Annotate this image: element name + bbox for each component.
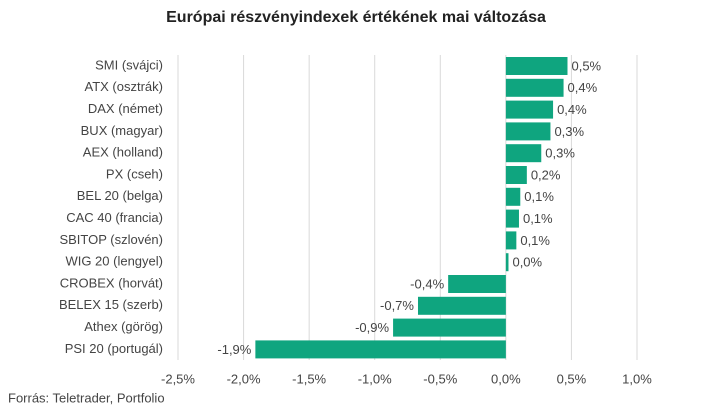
bar bbox=[448, 275, 506, 293]
value-label: 0,5% bbox=[571, 58, 601, 73]
bar bbox=[255, 340, 506, 359]
y-tick-label: BUX (magyar) bbox=[81, 123, 163, 138]
value-label: 0,4% bbox=[568, 80, 598, 95]
bar bbox=[417, 296, 506, 315]
value-label: 0,3% bbox=[554, 124, 584, 139]
value-label: 0,1% bbox=[523, 211, 553, 226]
y-tick-label: SBITOP (szlovén) bbox=[59, 232, 163, 247]
y-tick-label: SMI (svájci) bbox=[95, 57, 163, 72]
bar bbox=[505, 166, 527, 184]
value-label: 0,1% bbox=[520, 233, 550, 248]
bar bbox=[505, 100, 554, 119]
x-tick-label: 0,5% bbox=[557, 371, 587, 386]
value-label: -0,9% bbox=[355, 320, 389, 335]
y-tick-label: PX (cseh) bbox=[106, 166, 163, 181]
value-label: -0,7% bbox=[380, 298, 414, 313]
value-label: 0,3% bbox=[545, 146, 575, 161]
bar bbox=[505, 57, 568, 75]
bar bbox=[505, 122, 551, 141]
x-tick-label: -2,0% bbox=[227, 371, 261, 386]
y-tick-label: CROBEX (horvát) bbox=[60, 275, 163, 290]
y-tick-label: CAC 40 (francia) bbox=[66, 210, 163, 225]
value-label: -0,4% bbox=[410, 276, 444, 291]
bar bbox=[505, 253, 509, 272]
value-label: 0,4% bbox=[557, 102, 587, 117]
value-label: 0,0% bbox=[512, 255, 542, 270]
bar bbox=[505, 231, 517, 250]
x-tick-label: 1,0% bbox=[622, 371, 652, 386]
x-tick-label: -1,5% bbox=[292, 371, 326, 386]
value-label: -1,9% bbox=[217, 342, 251, 357]
x-tick-label: -2,5% bbox=[161, 371, 195, 386]
y-tick-label: BEL 20 (belga) bbox=[77, 188, 163, 203]
y-tick-label: WIG 20 (lengyel) bbox=[65, 254, 163, 269]
y-tick-label: ATX (osztrák) bbox=[85, 79, 164, 94]
bar bbox=[505, 209, 519, 228]
value-label: 0,1% bbox=[524, 189, 554, 204]
bar bbox=[505, 78, 564, 97]
source: Forrás: Teletrader, Portfolio bbox=[8, 390, 165, 405]
y-tick-label: PSI 20 (portugál) bbox=[65, 341, 163, 356]
bar bbox=[505, 187, 521, 206]
chart-title: Európai részvényindexek értékének mai vá… bbox=[166, 9, 546, 26]
x-tick-label: -1,0% bbox=[358, 371, 392, 386]
x-tick-label: 0,0% bbox=[491, 371, 521, 386]
x-tick-label: -0,5% bbox=[423, 371, 457, 386]
y-tick-label: AEX (holland) bbox=[83, 145, 163, 160]
bar bbox=[393, 318, 506, 337]
y-tick-label: DAX (német) bbox=[88, 101, 163, 116]
y-tick-label: Athex (görög) bbox=[84, 319, 163, 334]
value-label: 0,2% bbox=[531, 167, 561, 182]
y-tick-label: BELEX 15 (szerb) bbox=[59, 297, 163, 312]
bar bbox=[505, 144, 542, 163]
